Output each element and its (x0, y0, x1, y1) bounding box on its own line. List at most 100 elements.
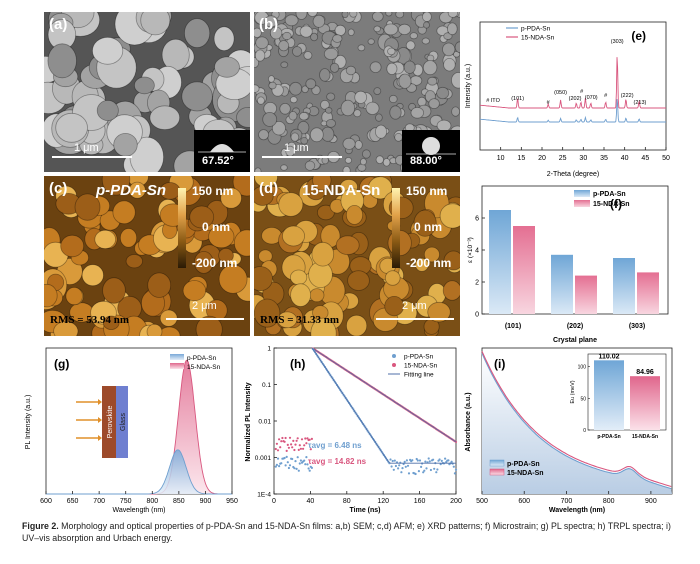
grain (414, 257, 429, 272)
grain (254, 167, 262, 172)
data-point-15-NDA-Sn (276, 449, 280, 452)
data-point-p-PDA-Sn (425, 467, 428, 470)
series-p-PDA-Sn (479, 99, 666, 123)
grain (436, 86, 450, 100)
data-point-15-NDA-Sn (275, 442, 278, 445)
grain (305, 78, 317, 90)
contact-angle-b: 88.00° (410, 155, 442, 167)
grain (398, 73, 412, 89)
data-point-p-PDA-Sn (393, 459, 396, 462)
grain (264, 15, 279, 28)
x-tick-label: (202) (567, 323, 583, 330)
x-tick-label: 200 (450, 498, 462, 505)
data-point-15-NDA-Sn (281, 436, 284, 440)
contact-angle-a: 67.52° (202, 155, 234, 167)
grain (65, 287, 83, 306)
grain (300, 137, 309, 145)
uvvis-chart: (i) 110.02 p-PDA-Sn 84.96 15-NDA-Sn 0 50 100 Eu… (465, 347, 673, 514)
data-point-15-NDA-Sn (298, 444, 301, 447)
grain (213, 26, 235, 52)
data-point-p-PDA-Sn (427, 457, 430, 460)
grain (389, 105, 402, 120)
scale-bar-a (52, 156, 132, 158)
x-tick-label: 40 (307, 498, 315, 505)
grain (375, 113, 383, 122)
grain (102, 315, 120, 331)
panel-label-b: (b) (259, 16, 279, 33)
grain (113, 133, 138, 157)
grain (386, 62, 398, 75)
grain (312, 14, 326, 28)
data-point-15-NDA-Sn (309, 448, 312, 451)
grain (214, 56, 240, 78)
grain (288, 111, 298, 121)
grain (134, 76, 155, 95)
grain (101, 176, 131, 196)
grain (354, 140, 363, 150)
x-tick-label: 800 (146, 498, 158, 505)
glass-label: Glass (120, 413, 127, 431)
data-point-15-NDA-Sn (293, 448, 296, 452)
x-tick-label: 700 (93, 498, 105, 505)
panel-label-d: (d) (259, 180, 279, 197)
afm-bar-bot-c: -200 nm (192, 256, 238, 270)
data-point-15-NDA-Sn (279, 446, 282, 449)
light-arrowhead (98, 417, 102, 423)
grain (96, 100, 119, 122)
data-point-15-NDA-Sn (290, 443, 293, 446)
absorbance-fill (482, 353, 672, 494)
grain (427, 76, 438, 86)
afm-image-d: (d) 15-NDA-Sn 150 nm 0 nm -200 nm 2 μm R… (254, 176, 460, 336)
y-tick-label: 4 (475, 248, 479, 255)
afm-texture-c (44, 176, 250, 336)
grain (282, 31, 292, 41)
grain (290, 283, 311, 307)
perovskite-layer (102, 386, 116, 458)
legend-label: p-PDA-Sn (404, 354, 434, 361)
grain (182, 280, 207, 302)
x-tick-label: 500 (476, 498, 488, 505)
grain (297, 120, 310, 135)
grain (428, 98, 440, 109)
grain (422, 60, 438, 76)
grain (218, 264, 248, 294)
inset-y-tick-label: 100 (578, 365, 587, 371)
grain (309, 127, 324, 143)
tau-annotation-pink: τavg = 14.82 ns (308, 457, 367, 466)
data-point-15-NDA-Sn (296, 437, 299, 440)
data-point-p-PDA-Sn (428, 460, 431, 463)
peak-annotation: (070) (585, 95, 598, 101)
peak-annotation: (213) (634, 100, 647, 106)
x-tick-label: 35 (600, 155, 608, 162)
grain (303, 51, 313, 60)
data-point-p-PDA-Sn (398, 464, 401, 467)
data-point-15-NDA-Sn (302, 447, 305, 450)
grain (184, 18, 211, 49)
inset-y-tick-label: 50 (580, 396, 586, 402)
grain (442, 42, 456, 57)
data-point-15-NDA-Sn (274, 447, 277, 451)
y-axis-label: Intensity (a.u.) (465, 64, 472, 108)
data-point-p-PDA-Sn (297, 469, 300, 472)
urbach-inset: 110.02 p-PDA-Sn 84.96 15-NDA-Sn 0 50 100 Eu (me… (570, 353, 667, 440)
inset-x-tick-label: p-PDA-Sn (597, 434, 620, 440)
grain (346, 314, 368, 336)
peak-annotation: (202) (569, 96, 582, 102)
series-15-NDA-Sn (481, 351, 672, 488)
fitting-line (311, 347, 457, 443)
grain (345, 65, 357, 76)
x-tick-label: 800 (603, 498, 615, 505)
x-tick-label: 25 (559, 155, 567, 162)
legend-swatch (574, 190, 590, 197)
grain (281, 225, 306, 247)
data-point-p-PDA-Sn (305, 456, 308, 459)
grain (311, 241, 335, 267)
afm-colorbar-d (392, 188, 400, 268)
data-point-p-PDA-Sn (304, 463, 307, 466)
data-point-15-NDA-Sn (310, 437, 313, 440)
afm-title-c: p-PDA-Sn (96, 182, 166, 199)
data-point-p-PDA-Sn (406, 464, 410, 467)
legend-label: Fitting line (404, 372, 434, 379)
data-point-15-NDA-Sn (304, 437, 307, 440)
panel-label: (g) (54, 357, 69, 371)
